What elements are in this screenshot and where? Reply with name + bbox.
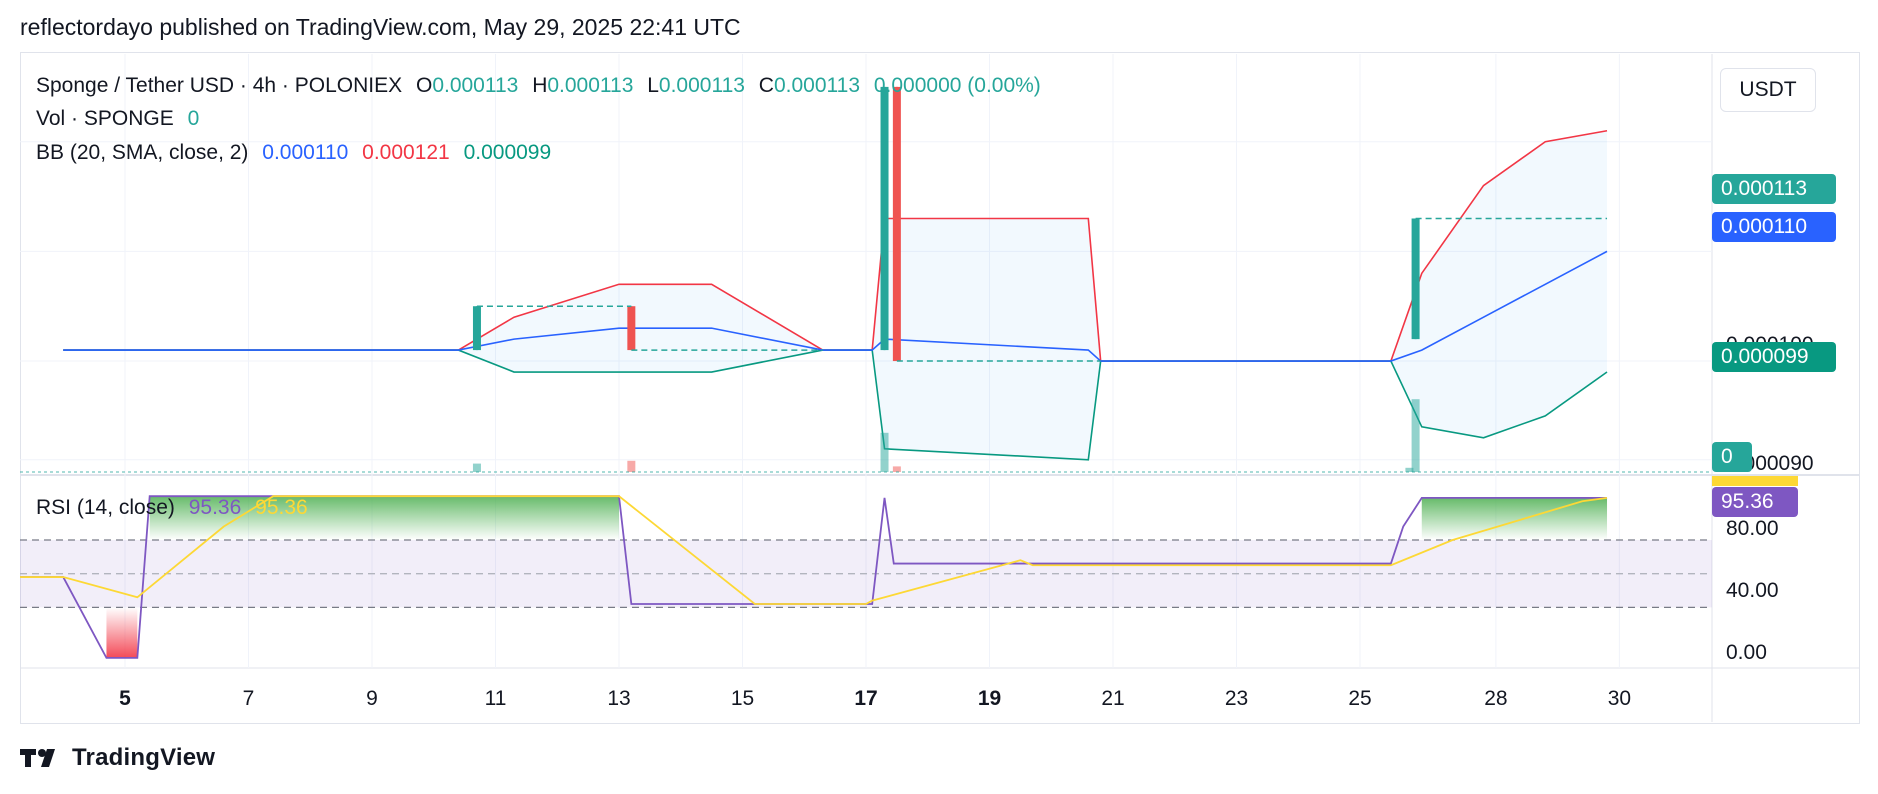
footer-branding: TradingView (20, 744, 215, 772)
tradingview-logo-icon (20, 749, 55, 767)
rsi-tick-label: 0.00 (1726, 641, 1767, 664)
bb-basis-value: 0.000110 (262, 141, 349, 164)
currency-unit-button[interactable]: USDT (1720, 68, 1816, 112)
volume-bar (1411, 399, 1420, 472)
rsi-label[interactable]: RSI (14, close) (36, 496, 175, 519)
candle (627, 306, 636, 351)
rsi-overbought-fill (149, 496, 619, 540)
rsi-legend: RSI (14, close) 95.36 95.36 (36, 496, 316, 520)
bollinger-band-fill (63, 130, 1608, 460)
volume-tag: 0 (1712, 442, 1752, 472)
volume-bar (880, 432, 889, 472)
bb-label[interactable]: BB (20, SMA, close, 2) (36, 141, 249, 164)
bb-basis-tag: 0.000110 (1712, 212, 1836, 242)
candle (1411, 218, 1420, 340)
candle (892, 86, 901, 362)
close-label: C0.000113 (758, 74, 860, 97)
time-tick-label: 9 (366, 687, 378, 710)
symbol-label[interactable]: Sponge / Tether USD · 4h · POLONIEX (36, 74, 403, 97)
bb-upper-value: 0.000121 (362, 141, 450, 164)
bb-legend: BB (20, SMA, close, 2) 0.000110 0.000121… (36, 141, 559, 165)
time-tick-label: 17 (854, 687, 877, 710)
time-tick-label: 13 (607, 687, 630, 710)
rsi-ma-value: 95.36 (255, 496, 308, 519)
rsi-oversold-fill (106, 607, 138, 658)
symbol-legend: Sponge / Tether USD · 4h · POLONIEX O0.0… (36, 74, 1049, 98)
volume-bar (472, 463, 481, 472)
time-tick-label: 11 (485, 687, 507, 710)
publish-header: reflectordayo published on TradingView.c… (20, 14, 741, 40)
volume-bar (892, 466, 901, 472)
bb-lower-tag: 0.000099 (1712, 342, 1836, 372)
candle (880, 86, 889, 351)
rsi-tag: 95.36 (1712, 487, 1798, 517)
volume-label[interactable]: Vol · SPONGE (36, 107, 174, 130)
bollinger-upper-line (63, 129, 1608, 362)
volume-value: 0 (187, 107, 200, 130)
bollinger-basis-line (63, 250, 1608, 362)
time-tick-label: 5 (119, 687, 131, 710)
time-tick-label: 30 (1608, 687, 1631, 710)
bb-lower-value: 0.000099 (463, 141, 552, 164)
time-tick-label: 15 (731, 687, 754, 710)
rsi-ma-line (20, 495, 1608, 605)
chart-frame (20, 52, 1860, 724)
time-tick-label: 28 (1484, 687, 1507, 710)
candle (472, 306, 481, 351)
rsi-value: 95.36 (188, 496, 242, 519)
volume-bar (627, 460, 636, 472)
bollinger-lower-line (63, 349, 1608, 461)
time-tick-label: 19 (978, 687, 1001, 710)
volume-bar (1405, 467, 1414, 472)
last-price-tag: 0.000113 (1712, 174, 1836, 204)
high-label: H0.000113 (532, 74, 634, 97)
rsi-tick-label: 40.00 (1726, 579, 1779, 602)
change-label: 0.000000 (0.00%) (873, 74, 1041, 97)
time-tick-label: 23 (1225, 687, 1248, 710)
open-label: O0.000113 (415, 74, 519, 97)
rsi-ma-tag (1712, 476, 1798, 486)
time-tick-label: 21 (1101, 687, 1124, 710)
rsi-tick-label: 80.00 (1726, 517, 1779, 540)
volume-legend: Vol · SPONGE 0 (36, 107, 207, 131)
rsi-overbought-fill (1421, 497, 1608, 540)
time-tick-label: 7 (243, 687, 255, 710)
low-label: L0.000113 (647, 74, 745, 97)
time-tick-label: 25 (1348, 687, 1371, 710)
